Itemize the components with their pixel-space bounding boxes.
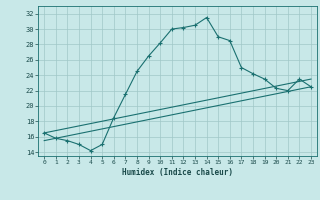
X-axis label: Humidex (Indice chaleur): Humidex (Indice chaleur) [122,168,233,177]
